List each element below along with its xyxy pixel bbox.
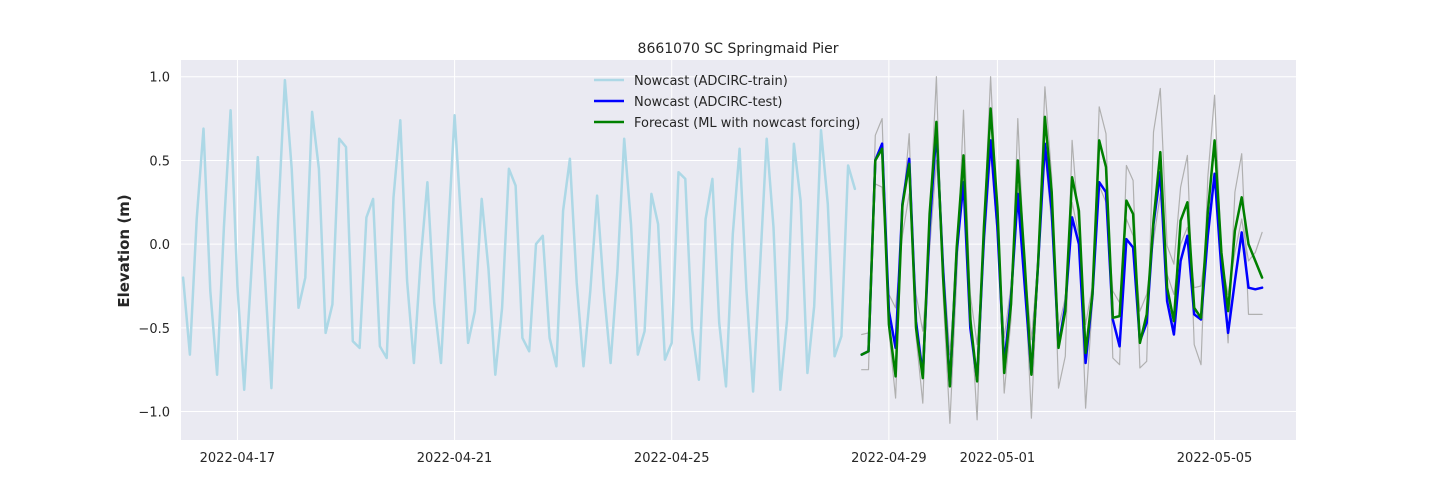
series-line-nowcast-train xyxy=(181,78,857,393)
series-line-forecast xyxy=(860,107,1264,388)
y-tick-label: 1.0 xyxy=(149,71,170,86)
y-axis-label: Elevation (m) xyxy=(115,194,133,307)
x-tick-label: 2022-04-29 xyxy=(851,451,927,466)
x-tick-label: 2022-05-05 xyxy=(1177,451,1253,466)
x-tick-label: 2022-04-21 xyxy=(417,451,493,466)
y-tick-label: 0.5 xyxy=(149,154,170,169)
series-layer xyxy=(181,76,1264,424)
y-tick-label: 0.0 xyxy=(149,238,170,253)
legend-label-train: Nowcast (ADCIRC-train) xyxy=(634,74,788,89)
y-tick-label: −0.5 xyxy=(138,322,170,337)
chart-title: 8661070 SC Springmaid Pier xyxy=(638,41,839,57)
legend-label-test: Nowcast (ADCIRC-test) xyxy=(634,95,783,110)
x-tick-label: 2022-05-01 xyxy=(960,451,1036,466)
x-tick-label: 2022-04-17 xyxy=(200,451,276,466)
tick-label-layer: −1.0 −0.5 0.0 0.5 1.0 2022-04-17 2022-04-21 202… xyxy=(138,71,1252,466)
x-tick-label: 2022-04-25 xyxy=(634,451,710,466)
legend-label-forecast: Forecast (ML with nowcast forcing) xyxy=(634,116,860,131)
y-tick-label: −1.0 xyxy=(138,406,170,421)
legend: Nowcast (ADCIRC-train) Nowcast (ADCIRC-t… xyxy=(594,74,860,131)
